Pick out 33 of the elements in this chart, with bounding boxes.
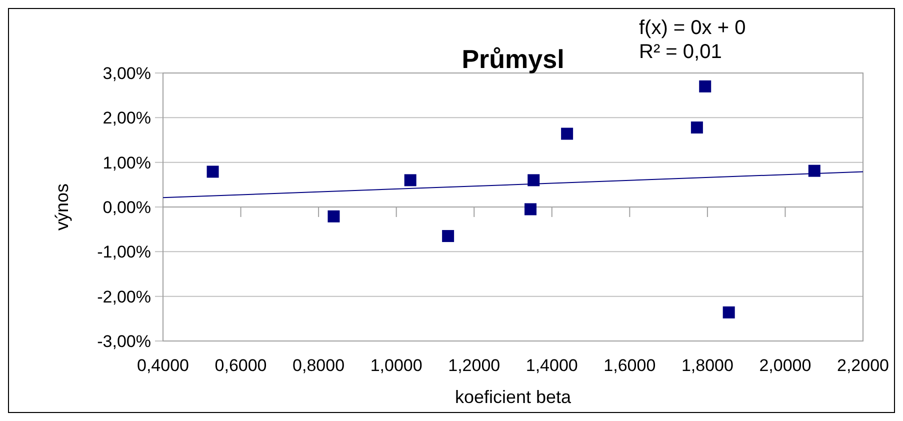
x-tick-label: 0,4000: [137, 356, 189, 375]
y-tick-label: 1,00%: [102, 153, 151, 172]
point: [528, 174, 540, 186]
chart-title: Průmysl: [462, 44, 564, 74]
point: [690, 121, 703, 134]
text: R² = 0,01: [639, 41, 722, 63]
x-tick-label: 1,8000: [681, 356, 734, 375]
y-tick-label: 2,00%: [102, 108, 151, 128]
y-tick-label: 3,00%: [102, 64, 151, 83]
y-tick-label: 0,00%: [102, 198, 151, 217]
point: [442, 230, 454, 242]
x-axis-title: koeficient beta: [454, 387, 572, 407]
point: [722, 306, 735, 318]
point: [561, 128, 574, 140]
y-tick-label: -2,00%: [97, 287, 151, 306]
x-tick-label: 1,0000: [370, 356, 422, 375]
x-tick-label: 0,8000: [292, 356, 345, 375]
point: [524, 203, 536, 216]
x-tick-label: 2,2000: [837, 356, 889, 375]
point: [808, 164, 820, 177]
point: [699, 80, 712, 92]
point: [206, 166, 219, 178]
x-tick-label: 1,6000: [604, 356, 656, 375]
text: f(x) = 0x + 0: [639, 17, 746, 39]
point: [328, 210, 340, 222]
y-tick-label: -1,00%: [97, 242, 151, 262]
x-tick-label: 1,2000: [448, 356, 500, 375]
x-tick-label: 0,6000: [214, 356, 267, 375]
y-tick-label: -3,00%: [97, 332, 151, 351]
x-tick-label: 1,4000: [526, 356, 578, 375]
point: [404, 174, 416, 186]
y-axis-title: výnos: [52, 183, 72, 231]
x-tick-label: 2,0000: [759, 356, 812, 375]
